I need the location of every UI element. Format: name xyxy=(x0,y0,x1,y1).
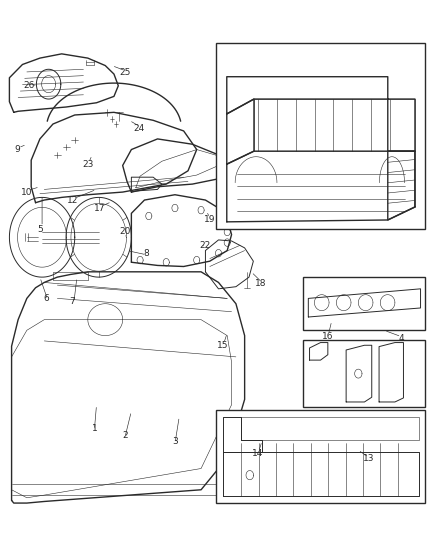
Text: 3: 3 xyxy=(172,438,178,447)
Text: 17: 17 xyxy=(94,204,106,213)
Text: 6: 6 xyxy=(44,294,49,303)
Text: 24: 24 xyxy=(134,124,145,133)
Text: 25: 25 xyxy=(119,68,131,77)
Text: 26: 26 xyxy=(23,81,35,90)
Text: 12: 12 xyxy=(67,196,78,205)
Text: 16: 16 xyxy=(322,332,333,341)
Text: 10: 10 xyxy=(21,188,33,197)
Text: 9: 9 xyxy=(14,145,20,154)
Text: 7: 7 xyxy=(69,296,76,305)
Text: 5: 5 xyxy=(37,225,43,234)
Text: 22: 22 xyxy=(199,241,210,250)
Text: 20: 20 xyxy=(119,227,131,236)
Bar xyxy=(303,277,425,330)
Text: 19: 19 xyxy=(204,215,215,224)
Text: 13: 13 xyxy=(363,455,375,463)
Text: 8: 8 xyxy=(144,249,149,258)
Text: 15: 15 xyxy=(217,341,229,350)
Text: 14: 14 xyxy=(252,449,264,458)
Bar xyxy=(216,410,425,503)
Text: 18: 18 xyxy=(256,279,267,288)
Text: 2: 2 xyxy=(122,431,128,440)
Text: 1: 1 xyxy=(91,424,97,433)
Text: 23: 23 xyxy=(82,160,94,169)
Bar xyxy=(216,43,425,229)
Bar xyxy=(303,340,425,407)
Text: 4: 4 xyxy=(399,334,404,343)
